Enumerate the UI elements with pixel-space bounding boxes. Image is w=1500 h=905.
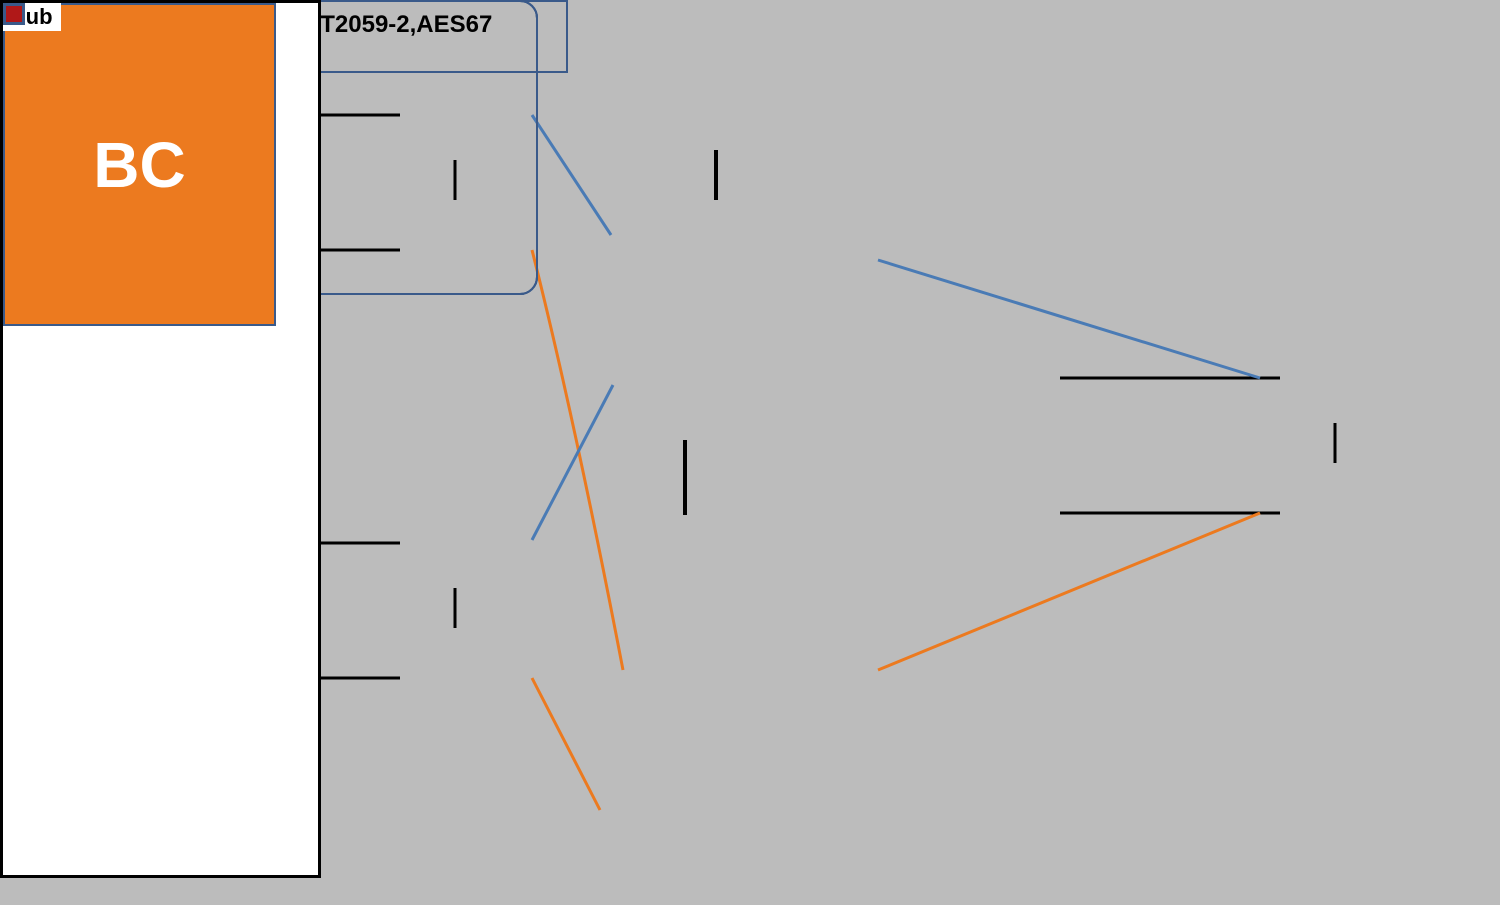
backbone-bc-sub: BC — [3, 3, 276, 326]
backbone-panel: Backbone GM BC Main Sync_mode:two step B… — [0, 0, 321, 878]
port-red — [3, 3, 25, 25]
